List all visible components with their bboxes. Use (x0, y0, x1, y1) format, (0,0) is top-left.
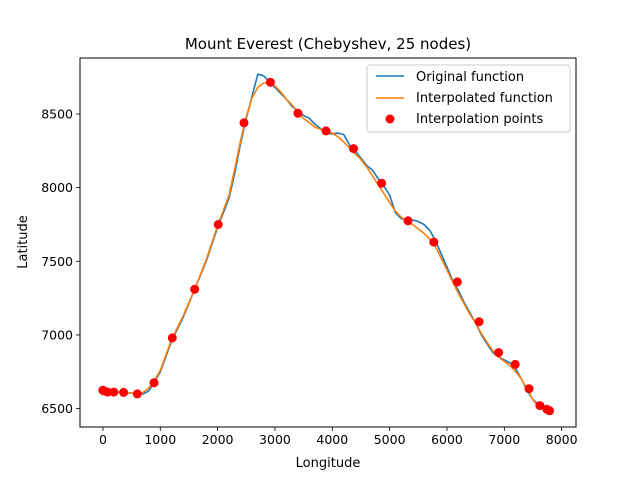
legend-interpolated-label: Interpolated function (416, 91, 553, 106)
interpolation-point (190, 284, 200, 294)
interpolation-point (524, 384, 534, 394)
interpolation-point (149, 378, 159, 388)
legend: Original function Interpolated function … (366, 64, 571, 133)
y-tick-label: 8500 (41, 106, 73, 121)
legend-original-label: Original function (416, 70, 524, 85)
interpolation-point (293, 108, 303, 118)
x-axis-label: Longitude (296, 456, 361, 471)
x-tick-label: 6000 (431, 432, 463, 447)
interpolation-point (494, 348, 504, 358)
x-tick-label: 1000 (144, 432, 176, 447)
x-tick-label: 5000 (374, 432, 406, 447)
y-tick-label: 7000 (41, 327, 73, 342)
x-tick-label: 3000 (259, 432, 291, 447)
legend-points-marker-swatch (385, 114, 395, 124)
interpolation-point (535, 401, 545, 411)
y-tick-label: 6500 (41, 401, 73, 416)
interpolation-point (167, 333, 177, 343)
legend-points-label: Interpolation points (416, 112, 543, 127)
y-axis-label: Latitude (16, 215, 31, 269)
interpolation-point (403, 216, 413, 226)
interpolation-point (321, 126, 331, 136)
x-tick-label: 2000 (202, 432, 234, 447)
interpolation-point (109, 387, 119, 397)
interpolation-point (377, 178, 387, 188)
axis-ticks: 0 1000 2000 3000 4000 5000 6000 7000 8000 6500 700… (41, 106, 577, 447)
chart-title: Mount Everest (Chebyshev, 25 nodes) (185, 35, 471, 53)
axes-frame (79, 57, 577, 428)
interpolation-point (452, 277, 462, 287)
interpolation-point (265, 77, 275, 87)
interpolation-point (239, 118, 249, 128)
y-tick-label: 8000 (41, 180, 73, 195)
plot-area (98, 73, 555, 416)
interpolation-point (349, 144, 358, 154)
interpolation-point (429, 237, 439, 247)
y-tick-label: 7500 (41, 254, 73, 269)
x-tick-label: 7000 (488, 432, 520, 447)
interpolation-point (132, 389, 142, 399)
interpolation-point (213, 220, 223, 229)
legend-box (366, 64, 571, 133)
interpolation-point (103, 387, 112, 397)
x-tick-label: 0 (99, 432, 107, 447)
interpolation-point (510, 359, 520, 369)
interpolated-function-line (102, 81, 550, 413)
x-tick-label: 4000 (316, 432, 348, 447)
x-tick-label: 8000 (546, 432, 578, 447)
interpolation-point (119, 387, 129, 397)
interpolation-point (474, 317, 484, 327)
interpolation-point (545, 406, 555, 416)
